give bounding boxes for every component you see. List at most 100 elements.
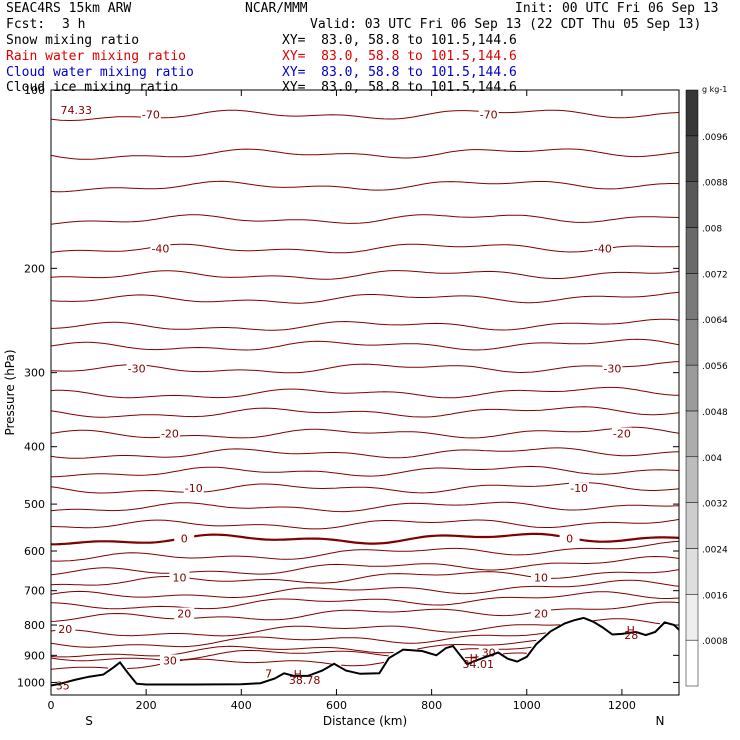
isotherm-label-bg xyxy=(159,427,180,440)
isotherm-label: -70 xyxy=(480,109,498,122)
colorbar-segment xyxy=(685,594,699,641)
y-tick-label: 800 xyxy=(24,619,45,632)
x-tick-label: 0 xyxy=(48,699,55,712)
colorbar-segment xyxy=(685,227,699,274)
colorbar-segment xyxy=(685,89,699,137)
field-snow-xy: XY= 83.0, 58.8 to 101.5,144.6 xyxy=(282,33,517,48)
isotherm-label-bg xyxy=(183,482,204,495)
annotation-label: 35 xyxy=(56,680,70,693)
colorbar-segment xyxy=(685,639,699,687)
isotherm-line xyxy=(51,540,679,562)
isotherm-label: -70 xyxy=(142,109,160,122)
colorbar-segment xyxy=(685,318,699,366)
isotherm-line xyxy=(51,386,679,399)
isotherm-label-bg xyxy=(159,654,180,667)
y-tick-label: 600 xyxy=(24,545,45,558)
colorbar-tick-label: .0088 xyxy=(702,179,728,189)
isotherm-label: 0 xyxy=(181,533,188,546)
y-tick-label: 1000 xyxy=(17,676,45,689)
terrain-line xyxy=(50,616,680,687)
isotherm-label: -40 xyxy=(594,242,612,255)
isotherm-line xyxy=(51,148,679,160)
isotherm-line-20 xyxy=(51,619,679,636)
isotherm-label: 20 xyxy=(58,623,72,636)
colorbar-segment xyxy=(685,502,699,549)
x-tick-label: 200 xyxy=(136,699,157,712)
colorbar-segment xyxy=(685,410,699,458)
colorbar-tick-label: .0016 xyxy=(702,591,728,601)
isotherm-label-bg xyxy=(169,571,190,584)
isotherm-label-bg xyxy=(611,427,632,440)
isotherm-label: -10 xyxy=(570,482,588,495)
y-tick-label: 200 xyxy=(24,262,45,275)
isotherm-label: 10 xyxy=(172,571,186,584)
isotherm-line xyxy=(51,639,537,658)
y-axis-label: Pressure (hPa) xyxy=(3,349,17,435)
isotherm-line-10 xyxy=(51,569,679,586)
isotherm-label-bg xyxy=(531,607,552,620)
isotherm-line-0 xyxy=(51,532,679,546)
annotation-label: H xyxy=(294,668,302,681)
isotherm-line xyxy=(51,591,679,610)
isotherm-label: 0 xyxy=(566,533,573,546)
isotherm-line--20 xyxy=(51,426,679,439)
y-tick-label: 300 xyxy=(24,367,45,380)
colorbar-segment xyxy=(685,456,699,503)
isotherm-label: -40 xyxy=(151,242,169,255)
colorbar-segment xyxy=(685,273,699,320)
colorbar-unit: g kg-1 xyxy=(702,85,727,94)
isotherm-group: -70 -70 -40 -40 -30 -30 -20 -20 -10 -10 0 0 10 10 20 20… xyxy=(51,108,679,670)
colorbar-tick-label: .0072 xyxy=(702,270,728,280)
isotherm-line-30 xyxy=(51,652,527,670)
colorbar-segment xyxy=(685,364,699,412)
colorbar-tick-label: .004 xyxy=(702,454,722,464)
colorbar-tick-label: .0064 xyxy=(702,316,728,326)
x-tick-label: 400 xyxy=(231,699,252,712)
forecast-label: Fcst: xyxy=(6,17,46,32)
isotherm-line--30 xyxy=(51,361,679,374)
annotation-label: 28 xyxy=(624,629,638,642)
field-rain-xy: XY= 83.0, 58.8 to 101.5,144.6 xyxy=(282,49,517,64)
colorbar-segment xyxy=(685,181,699,228)
isotherm-label-bg xyxy=(559,532,580,545)
isotherm-line xyxy=(51,501,679,513)
org-label: NCAR/MMM xyxy=(245,1,308,16)
forecast-hour: 3 h xyxy=(62,17,86,32)
isotherm-label-bg xyxy=(531,571,552,584)
isotherm-line xyxy=(51,555,679,576)
field-cloudwater-xy: XY= 83.0, 58.8 to 101.5,144.6 xyxy=(282,65,517,80)
isotherm-label: -20 xyxy=(613,427,631,440)
isotherm-line xyxy=(51,214,679,225)
x-tick-label: 1200 xyxy=(608,699,636,712)
isotherm-label: -10 xyxy=(185,482,203,495)
isotherm-line xyxy=(51,180,679,193)
isotherm-line xyxy=(51,270,679,280)
x-end-label-south: S xyxy=(85,714,93,728)
x-end-label-north: N xyxy=(655,714,664,728)
field-cloudwater-name: Cloud water mixing ratio xyxy=(6,65,194,80)
x-tick-label: 600 xyxy=(326,699,347,712)
isotherm-label-bg xyxy=(174,532,195,545)
isotherm-line-20 xyxy=(51,601,679,622)
colorbar-tick-label: .0048 xyxy=(702,408,728,418)
isotherm-label-bg xyxy=(55,622,76,635)
isotherm-line xyxy=(51,447,679,459)
colorbar-tick-label: .0096 xyxy=(702,133,728,143)
isotherm-label-bg xyxy=(478,108,499,121)
isotherm-line xyxy=(51,318,679,331)
isotherm-line xyxy=(51,579,679,598)
isotherm-label-bg xyxy=(592,242,613,255)
isotherm-label-bg xyxy=(478,646,499,659)
annotation-label: H xyxy=(627,624,635,637)
annotation-label: 38.78 xyxy=(289,674,321,687)
isotherm-label-bg xyxy=(126,362,147,375)
isotherm-label-bg xyxy=(174,607,195,620)
isotherm-label: 20 xyxy=(177,608,191,621)
colorbar-tick-label: .0024 xyxy=(702,545,728,555)
isotherm-line--40 xyxy=(51,243,679,254)
valid-time: Valid: 03 UTC Fri 06 Sep 13 (22 CDT Thu … xyxy=(310,17,702,32)
isotherm-label-bg xyxy=(602,362,623,375)
y-tick-label: 400 xyxy=(24,441,45,454)
annotation-label: 34.01 xyxy=(463,658,495,671)
